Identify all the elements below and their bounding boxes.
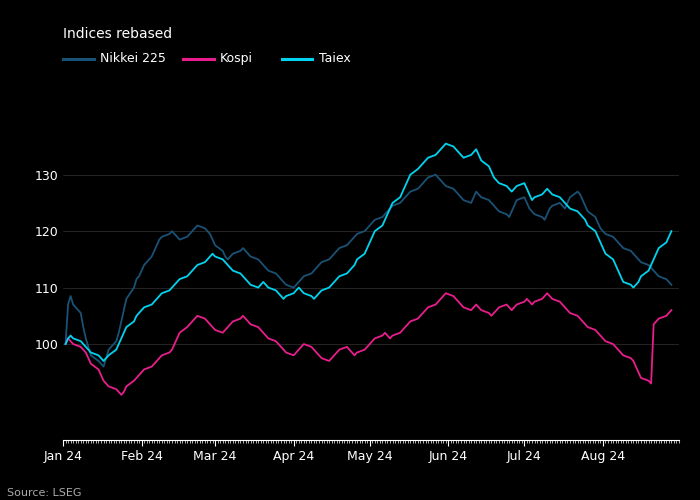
Text: Indices rebased: Indices rebased xyxy=(63,27,172,41)
Text: Source: LSEG: Source: LSEG xyxy=(7,488,81,498)
Text: Kospi: Kospi xyxy=(220,52,253,65)
Text: Taiex: Taiex xyxy=(318,52,351,65)
Text: Nikkei 225: Nikkei 225 xyxy=(100,52,166,65)
